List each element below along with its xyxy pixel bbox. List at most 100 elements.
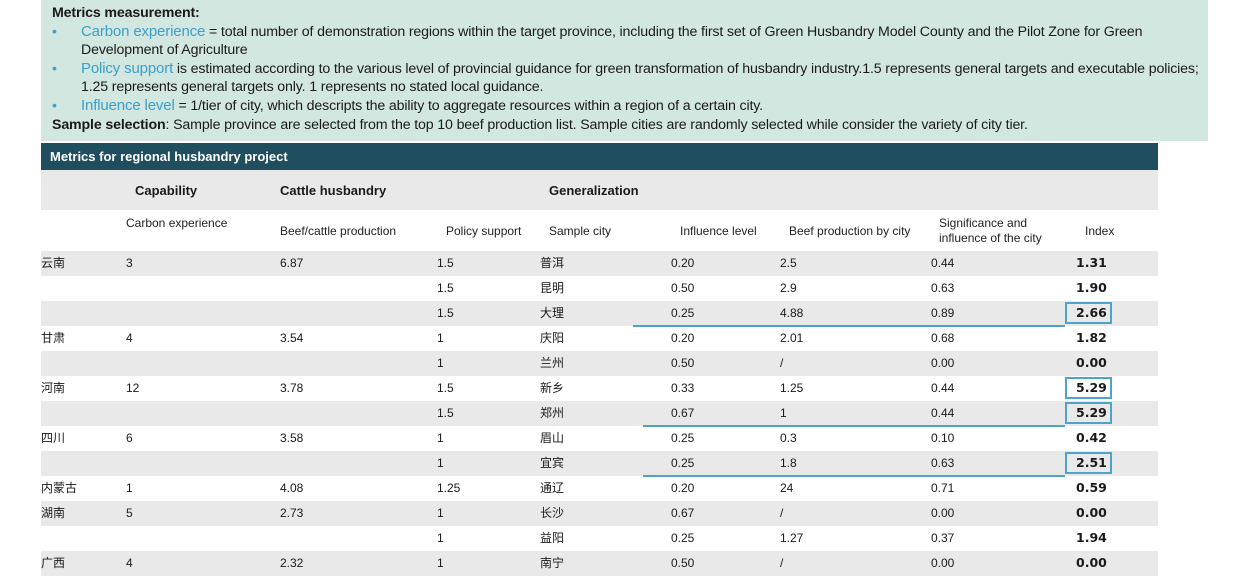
cell-province: 四川 <box>41 431 66 445</box>
row-underline <box>643 475 1065 477</box>
cell-city-beef: 1 <box>780 406 787 420</box>
cell-carbon-experience: 1 <box>126 481 133 495</box>
cell-sample-city: 郑州 <box>540 406 565 420</box>
index-highlight-box <box>1065 452 1112 474</box>
cell-policy-support: 1 <box>437 456 444 470</box>
cell-carbon-experience: 4 <box>126 331 133 345</box>
cell-city-beef: 1.8 <box>780 456 797 470</box>
row-band <box>41 451 1158 476</box>
row-underline <box>633 325 1065 327</box>
cell-index: 1.90 <box>1076 280 1107 295</box>
col-index: Index <box>1085 224 1115 238</box>
cell-policy-support: 1 <box>437 506 444 520</box>
cell-significance: 0.44 <box>931 406 955 420</box>
term-carbon-experience: Carbon experience <box>81 22 206 40</box>
cell-influence-level: 0.50 <box>671 356 695 370</box>
col-beef-production-by-city: Beef production by city <box>789 224 911 238</box>
cell-sample-city: 眉山 <box>540 431 565 445</box>
cell-carbon-experience: 6 <box>126 431 133 445</box>
bullet-carbon-experience: • Carbon experience = total number of de… <box>52 23 1208 60</box>
table-title: Metrics for regional husbandry project <box>41 143 1158 170</box>
index-highlight-box <box>1065 402 1112 424</box>
cell-influence-level: 0.33 <box>671 381 695 395</box>
cell-beef-production: 4.08 <box>280 481 304 495</box>
cell-sample-city: 南宁 <box>540 556 565 570</box>
cell-beef-production: 2.73 <box>280 506 304 520</box>
cell-beef-production: 3.78 <box>280 381 304 395</box>
cell-city-beef: / <box>780 506 784 520</box>
cell-significance: 0.89 <box>931 306 955 320</box>
cell-province: 广西 <box>41 556 66 570</box>
cell-policy-support: 1.5 <box>437 306 454 320</box>
bullet-influence-level: • Influence level = 1/tier of city, whic… <box>52 97 1208 116</box>
row-band <box>41 401 1158 426</box>
cell-influence-level: 0.25 <box>671 456 695 470</box>
cell-city-beef: 4.88 <box>780 306 804 320</box>
cell-significance: 0.00 <box>931 356 955 370</box>
cell-sample-city: 益阳 <box>540 531 565 545</box>
cell-policy-support: 1.25 <box>437 481 461 495</box>
cell-policy-support: 1.5 <box>437 256 454 270</box>
cell-index: 1.82 <box>1076 330 1107 345</box>
cell-sample-city: 昆明 <box>540 281 565 295</box>
cell-city-beef: 1.27 <box>780 531 804 545</box>
cell-policy-support: 1 <box>437 556 444 570</box>
cell-city-beef: 2.9 <box>780 281 797 295</box>
col-policy-support: Policy support <box>446 224 522 238</box>
cell-significance: 0.63 <box>931 281 955 295</box>
cell-significance: 0.44 <box>931 256 955 270</box>
group-generalization: Generalization <box>549 183 639 198</box>
cell-sample-city: 兰州 <box>540 356 565 370</box>
cell-significance: 0.68 <box>931 331 955 345</box>
cell-index: 0.00 <box>1076 355 1107 370</box>
cell-province: 湖南 <box>41 506 66 520</box>
cell-sample-city: 长沙 <box>540 506 565 520</box>
col-significance-influence: Significance and influence of the city <box>939 216 1042 245</box>
cell-index: 2.66 <box>1076 305 1107 320</box>
cell-city-beef: 0.3 <box>780 431 797 445</box>
cell-index: 0.59 <box>1076 480 1107 495</box>
index-highlight-box <box>1065 302 1112 324</box>
index-highlight-box <box>1065 377 1112 399</box>
group-capability: Capability <box>135 183 198 198</box>
cell-policy-support: 1 <box>437 356 444 370</box>
col-carbon-experience: Carbon experience <box>126 216 228 230</box>
cell-index: 1.94 <box>1076 530 1107 545</box>
cell-index: 5.29 <box>1076 405 1107 420</box>
cell-sample-city: 大理 <box>540 306 565 320</box>
row-band <box>41 501 1158 526</box>
metrics-heading: Metrics measurement: <box>52 5 200 21</box>
row-underline <box>643 425 1065 427</box>
cell-influence-level: 0.20 <box>671 331 695 345</box>
cell-influence-level: 0.20 <box>671 256 695 270</box>
bullet-policy-support: • Policy support is estimated according … <box>52 60 1208 97</box>
cell-influence-level: 0.25 <box>671 306 695 320</box>
cell-beef-production: 3.58 <box>280 431 304 445</box>
bullet-dot-icon: • <box>52 23 57 40</box>
cell-significance: 0.37 <box>931 531 955 545</box>
cell-influence-level: 0.67 <box>671 406 695 420</box>
cell-sample-city: 新乡 <box>540 381 565 395</box>
definition-policy-support: is estimated according to the various le… <box>81 60 1199 96</box>
cell-city-beef: 2.01 <box>780 331 804 345</box>
cell-city-beef: 2.5 <box>780 256 797 270</box>
bullet-dot-icon: • <box>52 60 57 77</box>
cell-sample-city: 通辽 <box>540 481 565 495</box>
cell-city-beef: 24 <box>780 481 794 495</box>
cell-index: 0.42 <box>1076 430 1107 445</box>
cell-index: 0.00 <box>1076 555 1107 570</box>
bullet-dot-icon: • <box>52 97 57 114</box>
cell-beef-production: 3.54 <box>280 331 304 345</box>
cell-policy-support: 1.5 <box>437 406 454 420</box>
cell-significance: 0.44 <box>931 381 955 395</box>
cell-policy-support: 1 <box>437 331 444 345</box>
cell-province: 云南 <box>41 256 66 270</box>
cell-beef-production: 2.32 <box>280 556 304 570</box>
cell-significance: 0.71 <box>931 481 955 495</box>
header-band <box>41 170 1158 210</box>
cell-significance: 0.00 <box>931 506 955 520</box>
sample-selection-heading: Sample selection <box>52 116 166 133</box>
cell-policy-support: 1 <box>437 531 444 545</box>
cell-province: 内蒙古 <box>41 481 78 495</box>
cell-carbon-experience: 12 <box>126 381 140 395</box>
